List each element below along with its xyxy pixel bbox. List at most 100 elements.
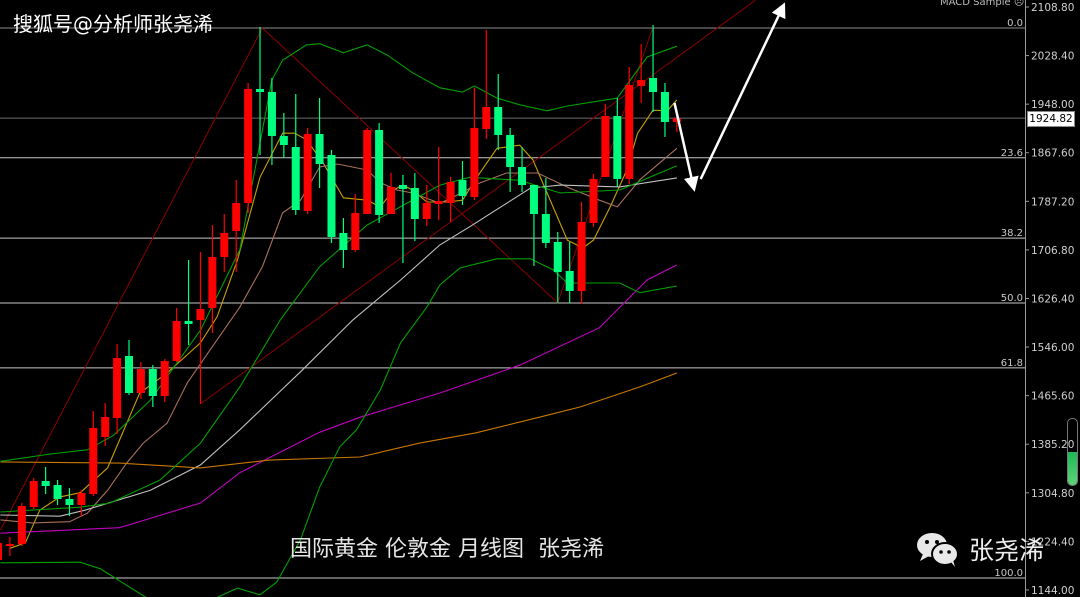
candle-body xyxy=(494,107,503,135)
candle-body xyxy=(327,154,336,237)
candle xyxy=(506,127,515,193)
wechat-brand: 张尧浠 xyxy=(915,530,1044,568)
trendline xyxy=(0,27,263,531)
candle-body xyxy=(553,241,562,273)
candle-body xyxy=(601,116,610,177)
indicator-line xyxy=(0,372,678,469)
candle xyxy=(101,403,110,446)
indicator-line xyxy=(0,43,678,462)
candle xyxy=(339,217,348,268)
candle-body xyxy=(148,368,157,397)
candle xyxy=(77,489,86,517)
candle-body xyxy=(506,134,515,167)
candle xyxy=(232,179,241,273)
indicator-line xyxy=(9,99,678,549)
candle xyxy=(113,343,122,435)
candle-body xyxy=(89,427,98,495)
candle-body xyxy=(196,308,205,320)
candle xyxy=(541,177,550,248)
candle-body xyxy=(77,492,86,506)
candle xyxy=(601,103,610,177)
candle-body xyxy=(279,136,288,146)
candle-body xyxy=(315,134,324,164)
candle-body xyxy=(232,203,241,231)
candle-body xyxy=(65,498,74,506)
indicator-label: MACD Sample ☹ xyxy=(940,0,1024,8)
brand-name: 张尧浠 xyxy=(969,536,1045,565)
chart-caption: 国际黄金 伦敦金 月线图 张尧浠 xyxy=(290,537,604,562)
candle xyxy=(160,358,169,402)
candle xyxy=(279,112,288,158)
candle-body xyxy=(244,88,253,204)
candle-body xyxy=(672,118,681,122)
candle xyxy=(494,74,503,150)
trendline xyxy=(200,0,756,405)
candle xyxy=(315,97,324,188)
candle-body xyxy=(160,360,169,397)
candle xyxy=(351,194,360,252)
candle xyxy=(256,27,265,155)
indicator-line xyxy=(0,264,678,534)
fib-level-label: 0.0 xyxy=(1007,18,1023,29)
candle xyxy=(196,251,205,404)
candle xyxy=(637,43,646,104)
candle xyxy=(17,502,26,546)
candle xyxy=(660,83,669,137)
candle xyxy=(387,172,396,215)
candle-body xyxy=(422,203,431,220)
candle-body xyxy=(339,232,348,251)
candle-body xyxy=(256,88,265,93)
sad-face-icon: ☹ xyxy=(1013,0,1025,8)
candle xyxy=(410,172,419,242)
price-axis-label: 1787.20 xyxy=(1031,196,1074,208)
candle-body xyxy=(446,181,455,204)
candle xyxy=(589,174,598,227)
trendline xyxy=(262,27,559,304)
price-axis-label: 1224.40 xyxy=(1031,536,1074,548)
price-axis-label: 1626.40 xyxy=(1031,293,1074,305)
candle xyxy=(29,477,38,509)
candle-body xyxy=(220,232,229,257)
price-axis-label: 1385.20 xyxy=(1031,439,1074,451)
candle-body xyxy=(113,357,122,418)
candle-body xyxy=(387,187,396,215)
candle-body xyxy=(136,368,145,393)
price-axis-label: 2108.80 xyxy=(1031,2,1074,14)
candle-body xyxy=(470,127,479,197)
candle xyxy=(148,365,157,407)
candle xyxy=(327,149,336,243)
candle xyxy=(398,174,407,264)
candle xyxy=(244,83,253,213)
candle-body xyxy=(541,214,550,243)
candle xyxy=(303,127,312,215)
candle-body xyxy=(613,116,622,179)
candle-body xyxy=(518,167,527,186)
candle xyxy=(136,361,145,400)
candle-body xyxy=(482,107,491,129)
candle xyxy=(446,176,455,222)
candle xyxy=(89,410,98,497)
price-axis-label: 1546.00 xyxy=(1031,342,1074,354)
candle-body xyxy=(101,416,110,437)
candle xyxy=(565,241,574,303)
candle-body xyxy=(29,481,38,507)
price-axis-label: 1304.80 xyxy=(1031,488,1074,500)
candle-body xyxy=(589,178,598,223)
price-axis-label: 1867.60 xyxy=(1031,148,1074,160)
candle-body xyxy=(303,134,312,211)
candle xyxy=(267,77,276,166)
price-axis-label: 2028.40 xyxy=(1031,51,1074,63)
fib-level-label: 38.2 xyxy=(1001,228,1023,239)
candle xyxy=(41,467,50,495)
candle-body xyxy=(125,356,134,393)
candle-body xyxy=(529,185,538,215)
candle xyxy=(375,123,384,223)
fib-level-label: 100.0 xyxy=(994,568,1023,579)
candle-body xyxy=(184,320,193,324)
fib-level-label: 61.8 xyxy=(1001,358,1023,369)
candle xyxy=(363,127,372,215)
candle-body xyxy=(41,481,50,486)
candle-body xyxy=(565,270,574,291)
candle xyxy=(291,94,300,215)
